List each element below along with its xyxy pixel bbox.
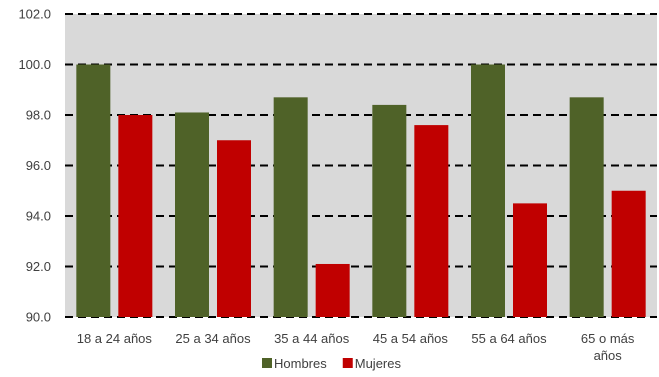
x-tick-label: 18 a 24 años — [77, 331, 153, 346]
y-tick-label: 90.0 — [26, 310, 51, 325]
y-axis-ticks: 90.0 92.0 94.0 96.0 98.0 100.0 102.0 — [18, 7, 51, 325]
legend-label-hombres: Hombres — [274, 356, 327, 371]
y-tick-label: 100.0 — [18, 57, 51, 72]
y-tick-label: 92.0 — [26, 259, 51, 274]
bar-mujeres-1 — [118, 115, 153, 317]
legend-swatch-mujeres — [342, 358, 353, 368]
y-tick-label: 102.0 — [18, 7, 51, 22]
legend: Hombres Mujeres — [262, 356, 401, 371]
bar-mujeres-6 — [611, 190, 646, 317]
x-axis-ticks: 18 a 24 años 25 a 34 años 35 a 44 años 45 a… — [77, 331, 635, 363]
bar-hombres-6 — [569, 97, 604, 317]
legend-swatch-hombres — [262, 358, 272, 368]
y-tick-label: 94.0 — [26, 209, 51, 224]
x-tick-label: 35 a 44 años — [274, 331, 350, 346]
y-tick-label: 96.0 — [26, 158, 51, 173]
bar-hombres-3 — [273, 97, 308, 317]
bar-mujeres-2 — [217, 140, 251, 317]
bar-mujeres-4 — [414, 125, 449, 317]
bar-hombres-2 — [175, 112, 209, 317]
bars — [76, 64, 646, 318]
bar-hombres-4 — [372, 104, 407, 318]
bar-mujeres-5 — [513, 203, 547, 317]
x-tick-label: 65 o más — [581, 331, 635, 346]
plot-area — [65, 14, 657, 317]
legend-label-mujeres: Mujeres — [355, 356, 402, 371]
bar-hombres-5 — [471, 64, 505, 317]
y-tick-label: 98.0 — [26, 108, 51, 123]
x-tick-label: 25 a 34 años — [175, 331, 251, 346]
gridlines — [65, 13, 657, 318]
x-tick-label: 45 a 54 años — [373, 331, 449, 346]
x-tick-label: años — [594, 348, 623, 363]
x-tick-label: 55 a 64 años — [471, 331, 547, 346]
bar-mujeres-3 — [315, 263, 350, 317]
bar-hombres-1 — [76, 64, 111, 317]
